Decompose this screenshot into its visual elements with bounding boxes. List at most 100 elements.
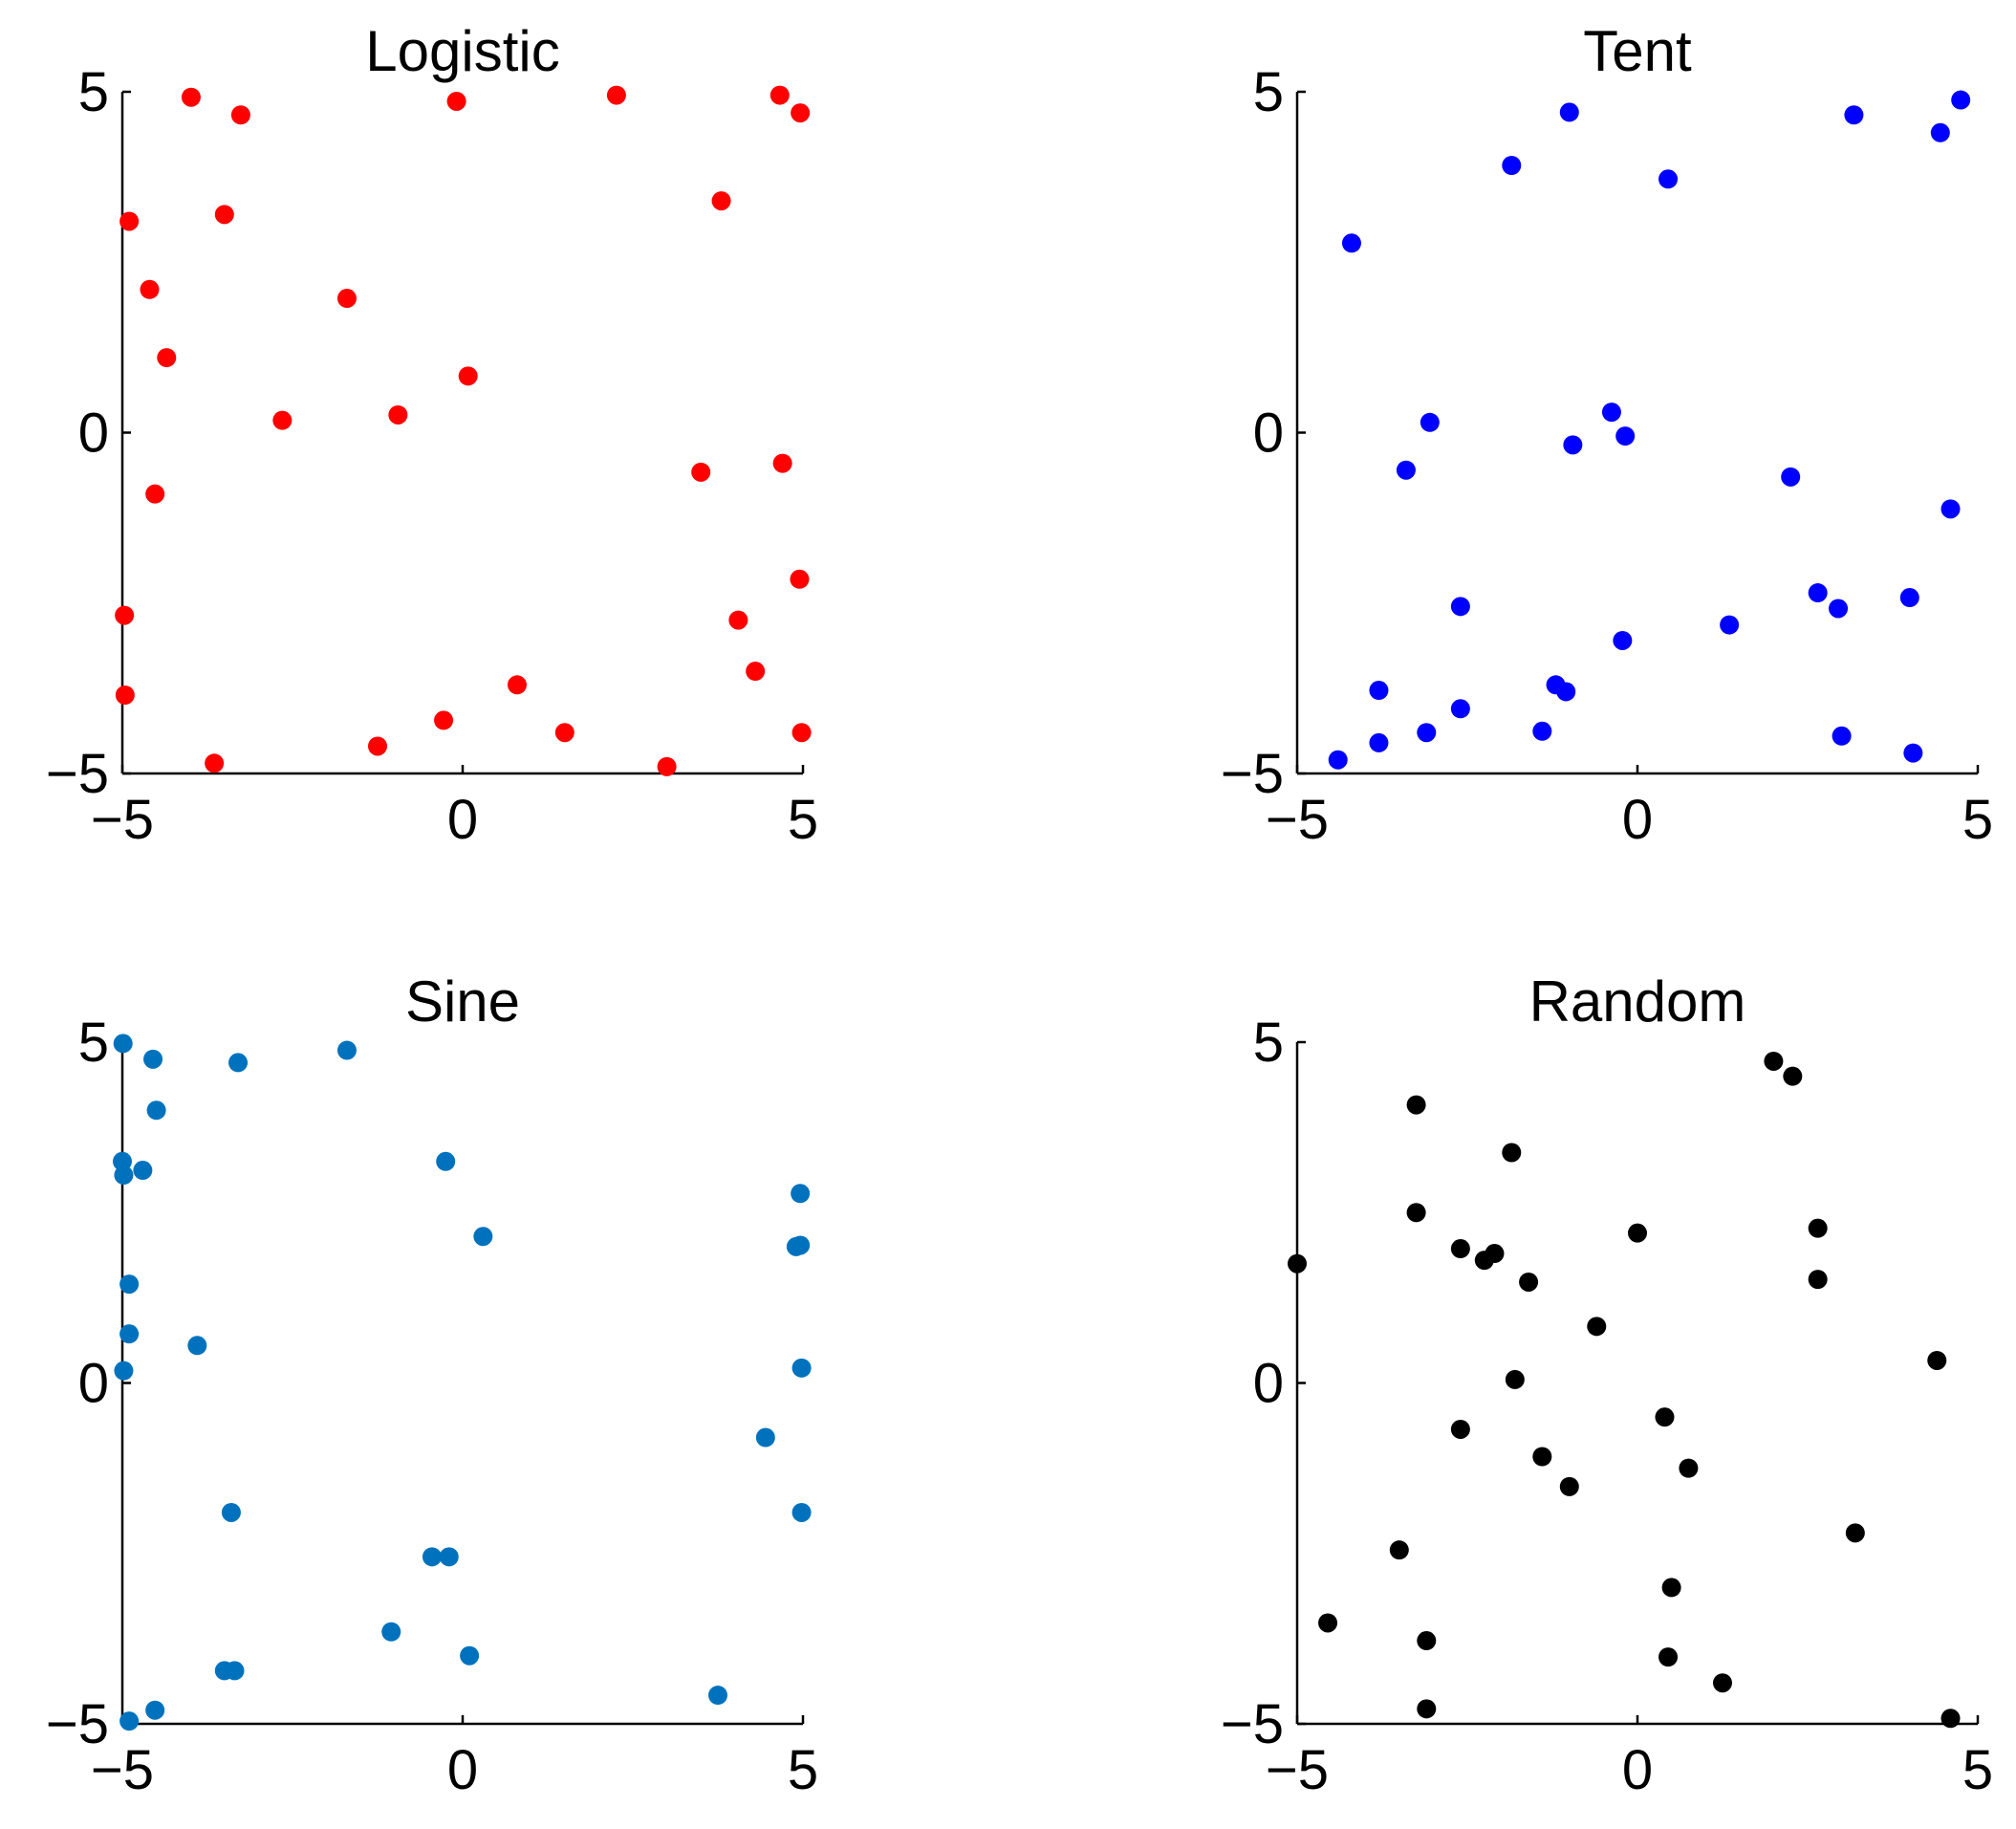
data-point [439,1547,459,1567]
panel-tent: Tent −5 0 5 −5 0 5 [1221,19,1993,851]
data-point [507,675,527,695]
data-point [1903,743,1923,763]
y-tick-label: 5 [1253,61,1284,123]
data-point [1720,615,1740,635]
data-point [336,289,357,309]
data-point [1502,156,1522,176]
data-point [1559,1476,1579,1496]
data-point [181,87,201,107]
data-point [1951,90,1971,110]
data-point [1369,681,1389,701]
data-point [1615,426,1636,446]
x-tick-label: 0 [1622,789,1653,851]
data-point [146,1100,166,1121]
data-point [1845,1523,1865,1543]
data-point [119,1324,140,1344]
data-point [746,662,766,682]
data-point [187,1336,207,1356]
data-point [1713,1673,1732,1693]
y-tick-label: −5 [46,743,109,805]
x-tick-label: −5 [91,1739,154,1801]
x-tick-label: −5 [91,789,154,851]
data-point [791,1235,811,1255]
y-tick-label: 5 [78,1012,109,1074]
data-point [143,1049,163,1069]
data-point [791,103,811,123]
data-point [157,348,177,368]
data-point [1808,1270,1828,1290]
points-logistic [115,85,812,776]
data-point [1559,102,1579,122]
data-point [1655,1407,1675,1427]
data-point [115,605,135,625]
data-point [436,1151,456,1171]
data-point [214,205,234,225]
data-point [1532,721,1552,741]
data-point [119,1274,140,1295]
points-random [1288,1051,1961,1729]
data-point [388,404,408,425]
data-point [1532,1447,1552,1467]
data-point [1369,732,1389,752]
data-point [1628,1223,1647,1243]
y-tick-label: −5 [1221,743,1284,805]
data-point [790,569,810,589]
data-point [1328,750,1348,770]
points-sine [113,1034,812,1731]
data-point [1502,1143,1522,1163]
y-tick-label: 0 [78,403,109,465]
data-point [458,366,478,386]
data-point [1613,630,1633,650]
data-point [446,91,466,111]
points-tent [1328,90,1971,770]
data-point [1556,682,1576,702]
data-point [1417,723,1437,743]
data-point [1318,1613,1338,1633]
x-tick-label: −5 [1266,1739,1329,1801]
data-point [1661,1578,1681,1598]
data-point [1658,1647,1679,1667]
y-tick-label: −5 [1221,1693,1284,1755]
y-tick-label: 5 [78,61,109,123]
y-tick-label: 0 [78,1353,109,1415]
data-point [1341,233,1361,253]
panel-title: Random [1529,969,1746,1034]
data-point [770,85,790,105]
data-point [225,1661,245,1681]
data-point [114,1361,134,1381]
data-point [1450,699,1470,719]
data-point [381,1622,401,1642]
y-tick-label: 0 [1253,403,1284,465]
data-point [791,1184,811,1204]
data-point [1406,1203,1426,1223]
data-point [554,723,574,743]
data-point [113,1034,133,1054]
data-point [1808,1218,1828,1238]
data-point [1450,597,1470,617]
data-point [772,453,792,473]
data-point [1899,588,1919,608]
panel-title: Sine [405,969,520,1034]
data-point [728,610,748,630]
data-point [708,1686,727,1706]
data-point [114,1165,134,1186]
data-point [460,1645,480,1666]
data-point [145,1700,165,1720]
data-point [1450,1239,1470,1259]
data-point [1844,105,1864,125]
x-tick-label: 0 [447,1739,478,1801]
data-point [791,1358,812,1378]
data-point [368,736,387,756]
data-point [1940,1709,1961,1729]
data-point [711,191,731,211]
data-point [1288,1253,1307,1274]
x-tick-label: 0 [447,789,478,851]
data-point [1505,1369,1525,1389]
data-point [1417,1699,1437,1719]
data-point [691,462,711,482]
x-tick-label: 5 [1962,789,1993,851]
data-point [606,85,626,105]
data-point [473,1227,493,1247]
